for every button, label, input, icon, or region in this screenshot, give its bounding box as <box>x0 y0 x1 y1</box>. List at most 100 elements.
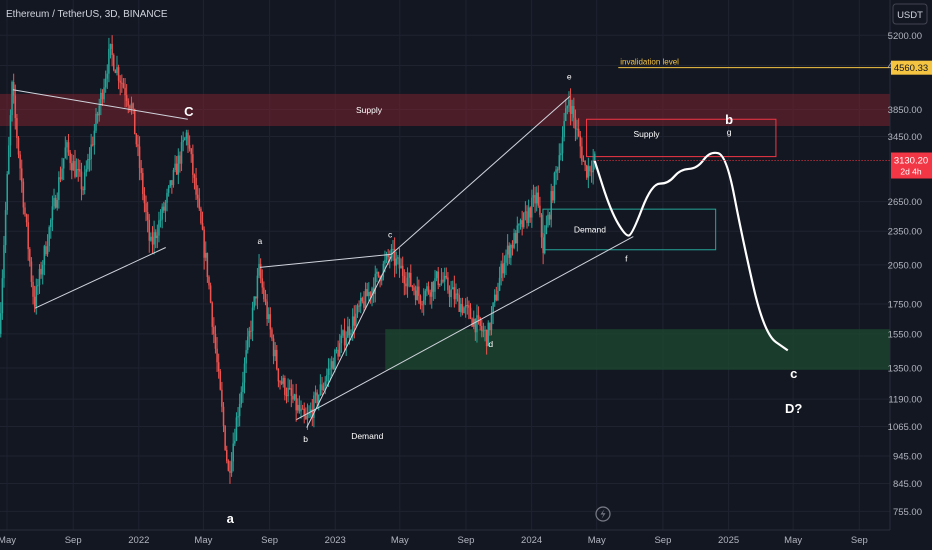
candle-body[interactable] <box>481 326 483 331</box>
candle-body[interactable] <box>558 155 561 170</box>
candle-body[interactable] <box>80 171 83 190</box>
candle-body[interactable] <box>461 303 464 314</box>
candle-body[interactable] <box>93 130 96 145</box>
candle-body[interactable] <box>25 214 28 223</box>
candle-body[interactable] <box>513 233 515 248</box>
candle-body[interactable] <box>577 128 580 137</box>
candle-body[interactable] <box>393 248 396 266</box>
candle-body[interactable] <box>292 395 294 400</box>
candle-body[interactable] <box>298 404 301 412</box>
candle-body[interactable] <box>111 43 113 55</box>
trendline[interactable] <box>12 89 188 120</box>
candle-body[interactable] <box>330 361 333 369</box>
candle-body[interactable] <box>171 180 173 186</box>
trendline[interactable] <box>296 236 634 421</box>
candle-body[interactable] <box>230 461 233 473</box>
candle-body[interactable] <box>285 394 288 397</box>
candle-body[interactable] <box>553 172 556 201</box>
candle-body[interactable] <box>561 137 564 154</box>
candle-body[interactable] <box>104 78 107 88</box>
candle-body[interactable] <box>453 287 456 300</box>
candle-body[interactable] <box>193 174 196 178</box>
candle-body[interactable] <box>442 279 444 282</box>
candle-body[interactable] <box>337 349 339 357</box>
candle-body[interactable] <box>503 262 506 274</box>
candle-body[interactable] <box>85 169 88 173</box>
candle-body[interactable] <box>413 287 415 291</box>
price-axis[interactable]: 5200.004600.003850.003450.002650.002350.… <box>888 0 932 530</box>
candle-body[interactable] <box>62 158 65 169</box>
candle-body[interactable] <box>22 181 25 208</box>
candle-body[interactable] <box>416 286 418 300</box>
candle-body[interactable] <box>116 67 118 74</box>
candle-body[interactable] <box>46 246 49 255</box>
candle-body[interactable] <box>397 257 399 259</box>
candle-body[interactable] <box>143 194 146 204</box>
candle-body[interactable] <box>74 161 76 177</box>
candle-body[interactable] <box>421 304 423 306</box>
candle-body[interactable] <box>251 307 254 332</box>
candle-body[interactable] <box>400 265 402 269</box>
candle-body[interactable] <box>526 211 528 224</box>
candle-body[interactable] <box>377 271 380 277</box>
candle-body[interactable] <box>221 389 223 407</box>
candle-body[interactable] <box>219 371 222 390</box>
candle-body[interactable] <box>56 199 58 208</box>
candle-body[interactable] <box>140 168 142 174</box>
candle-body[interactable] <box>431 282 433 297</box>
candle-body[interactable] <box>552 191 554 201</box>
candle-body[interactable] <box>14 95 17 119</box>
candle-body[interactable] <box>555 169 557 173</box>
candle-body[interactable] <box>79 169 81 172</box>
candle-body[interactable] <box>17 137 20 155</box>
candle-body[interactable] <box>326 375 328 382</box>
candle-body[interactable] <box>237 416 239 418</box>
candle-body[interactable] <box>121 82 123 84</box>
candle-body[interactable] <box>334 350 336 370</box>
candle-body[interactable] <box>390 248 393 258</box>
candle-body[interactable] <box>437 271 439 286</box>
candle-body[interactable] <box>403 275 406 284</box>
candle-body[interactable] <box>443 275 446 282</box>
candle-body[interactable] <box>435 271 438 279</box>
candle-body[interactable] <box>497 290 499 301</box>
candle-body[interactable] <box>38 268 41 286</box>
candle-body[interactable] <box>108 48 110 74</box>
candle-body[interactable] <box>101 92 104 100</box>
candle-body[interactable] <box>159 219 162 221</box>
candle-body[interactable] <box>489 322 491 331</box>
candle-body[interactable] <box>61 168 63 180</box>
candle-body[interactable] <box>161 206 163 220</box>
candle-body[interactable] <box>569 99 572 114</box>
candle-body[interactable] <box>229 470 231 473</box>
candle-body[interactable] <box>426 286 428 291</box>
candle-body[interactable] <box>246 336 249 351</box>
candle-body[interactable] <box>72 161 75 171</box>
candle-body[interactable] <box>466 304 469 306</box>
trendline[interactable] <box>306 256 392 428</box>
candle-body[interactable] <box>422 299 425 305</box>
candle-body[interactable] <box>250 330 252 332</box>
candle-body[interactable] <box>259 263 262 279</box>
candle-body[interactable] <box>542 237 544 254</box>
candle-body[interactable] <box>222 406 225 426</box>
candle-body[interactable] <box>429 292 431 297</box>
candle-body[interactable] <box>398 257 401 269</box>
candle-body[interactable] <box>150 236 152 241</box>
candle-body[interactable] <box>366 289 368 297</box>
candle-body[interactable] <box>411 286 414 288</box>
candle-body[interactable] <box>335 349 338 351</box>
candle-body[interactable] <box>493 294 496 303</box>
candle-body[interactable] <box>463 307 465 314</box>
time-axis[interactable]: May Sep 2022 May Sep 2023 May Sep 2024 May Sep 2025… <box>0 529 890 546</box>
candle-body[interactable] <box>450 289 452 298</box>
candle-body[interactable] <box>119 80 121 83</box>
candle-body[interactable] <box>190 148 192 155</box>
candle-body[interactable] <box>71 163 73 171</box>
candle-body[interactable] <box>146 211 149 220</box>
candle-body[interactable] <box>182 140 184 143</box>
candle-body[interactable] <box>114 70 117 74</box>
candle-body[interactable] <box>353 316 356 326</box>
candle-body[interactable] <box>261 278 264 288</box>
